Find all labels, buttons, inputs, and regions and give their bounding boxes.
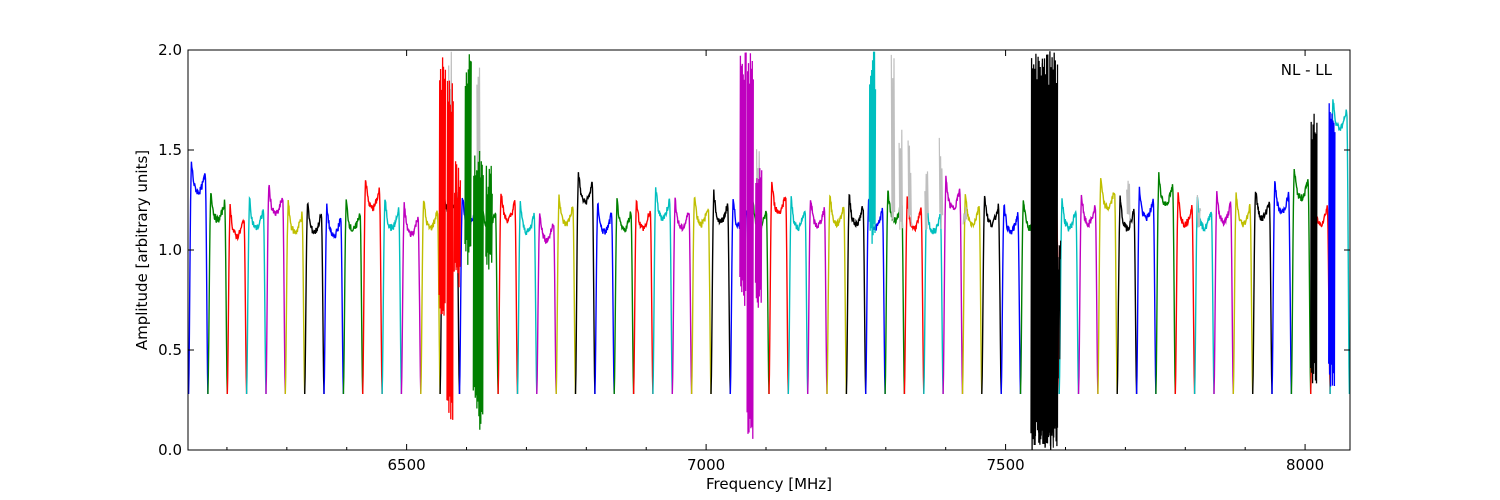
channel-line (807, 200, 828, 395)
channel-line (574, 172, 596, 395)
channel-line (845, 193, 867, 395)
rfi-spike (868, 51, 877, 244)
rfi-spike (1041, 51, 1059, 448)
channel-line (981, 195, 1002, 395)
x-axis-label: Frequency [MHz] (706, 475, 832, 493)
y-axis-label: Amplitude [arbitrary units] (133, 150, 151, 350)
channel-line (826, 194, 848, 395)
x-tick-label: 8000 (1286, 456, 1324, 474)
channel-line (516, 201, 538, 395)
channel-line (536, 213, 557, 395)
channel-line (342, 199, 364, 395)
channel-line (1155, 172, 1176, 395)
ticks-layer: 6500 7000 7500 8000 0.0 0.5 1.0 1.5 2.0 (158, 41, 1350, 474)
channel-line (652, 187, 673, 395)
channel-line (1213, 191, 1234, 395)
rfi-spike-grey (1196, 194, 1202, 228)
channel-line (594, 202, 615, 395)
channel-line (671, 197, 693, 395)
channel-line (555, 194, 577, 395)
channel-line (1058, 198, 1080, 395)
channel-line (323, 203, 345, 395)
rfi-spike (438, 57, 447, 316)
rfi-spike (464, 54, 472, 265)
rfi-spike (1328, 103, 1336, 387)
x-tick-label: 6500 (388, 456, 426, 474)
channel-line (1232, 192, 1254, 395)
rfi-spike-grey (1126, 180, 1131, 221)
x-tick-label: 7500 (986, 456, 1024, 474)
rfi-spike-grey (938, 137, 944, 229)
channel-line (226, 203, 248, 395)
rfi-spike (754, 168, 763, 308)
y-tick-label: 1.5 (158, 141, 182, 159)
rfi-spike (453, 161, 462, 288)
channel-line (284, 199, 306, 395)
channel-line (768, 181, 789, 395)
channel-line (1252, 191, 1273, 395)
channel-line (400, 202, 422, 395)
y-tick-label: 2.0 (158, 41, 182, 59)
channel-line (362, 180, 383, 395)
x-tick-label: 7000 (687, 456, 725, 474)
channel-line (1329, 99, 1350, 395)
channel-line (420, 200, 441, 395)
y-tick-label: 1.0 (158, 241, 182, 259)
rfi-spike-grey (898, 129, 904, 230)
channel-line (381, 199, 403, 395)
channel-line (690, 196, 712, 395)
channel-line (710, 189, 731, 395)
rfi-spike (446, 80, 454, 420)
annotation-label: NL - LL (1281, 61, 1333, 79)
channel-line (942, 175, 964, 395)
channel-line (787, 196, 809, 395)
rfi-spike-grey (907, 140, 912, 227)
series-layer (188, 51, 1350, 450)
channel-line (188, 161, 209, 395)
channel-line (1135, 186, 1157, 395)
plot-area (187, 49, 1351, 451)
channel-line (245, 195, 267, 395)
channel-line (961, 194, 983, 395)
rfi-spike (1310, 113, 1318, 384)
channel-line (1077, 194, 1099, 395)
y-tick-label: 0.0 (158, 441, 182, 459)
channel-line (613, 198, 635, 395)
y-tick-label: 0.5 (158, 341, 182, 359)
rfi-spike-grey (924, 171, 929, 230)
channel-line (1290, 168, 1312, 395)
channel-line (1174, 192, 1196, 395)
channel-line (1000, 204, 1022, 395)
rfi-spike-grey (962, 207, 968, 225)
channel-line (632, 199, 654, 395)
rfi-spike (485, 165, 493, 270)
channel-line (1097, 177, 1118, 395)
channel-line (903, 196, 925, 395)
rfi-spike (746, 53, 754, 439)
channel-line (1116, 195, 1138, 395)
rfi-spike-grey (890, 54, 896, 222)
channel-line (1271, 181, 1293, 395)
channel-line (497, 193, 519, 395)
rfi-noise-block (1032, 230, 1062, 448)
channel-line (207, 192, 228, 395)
rfi-spike (739, 52, 747, 306)
channel-line (265, 184, 286, 395)
channel-line (304, 201, 325, 395)
rfi-spike (476, 161, 484, 430)
